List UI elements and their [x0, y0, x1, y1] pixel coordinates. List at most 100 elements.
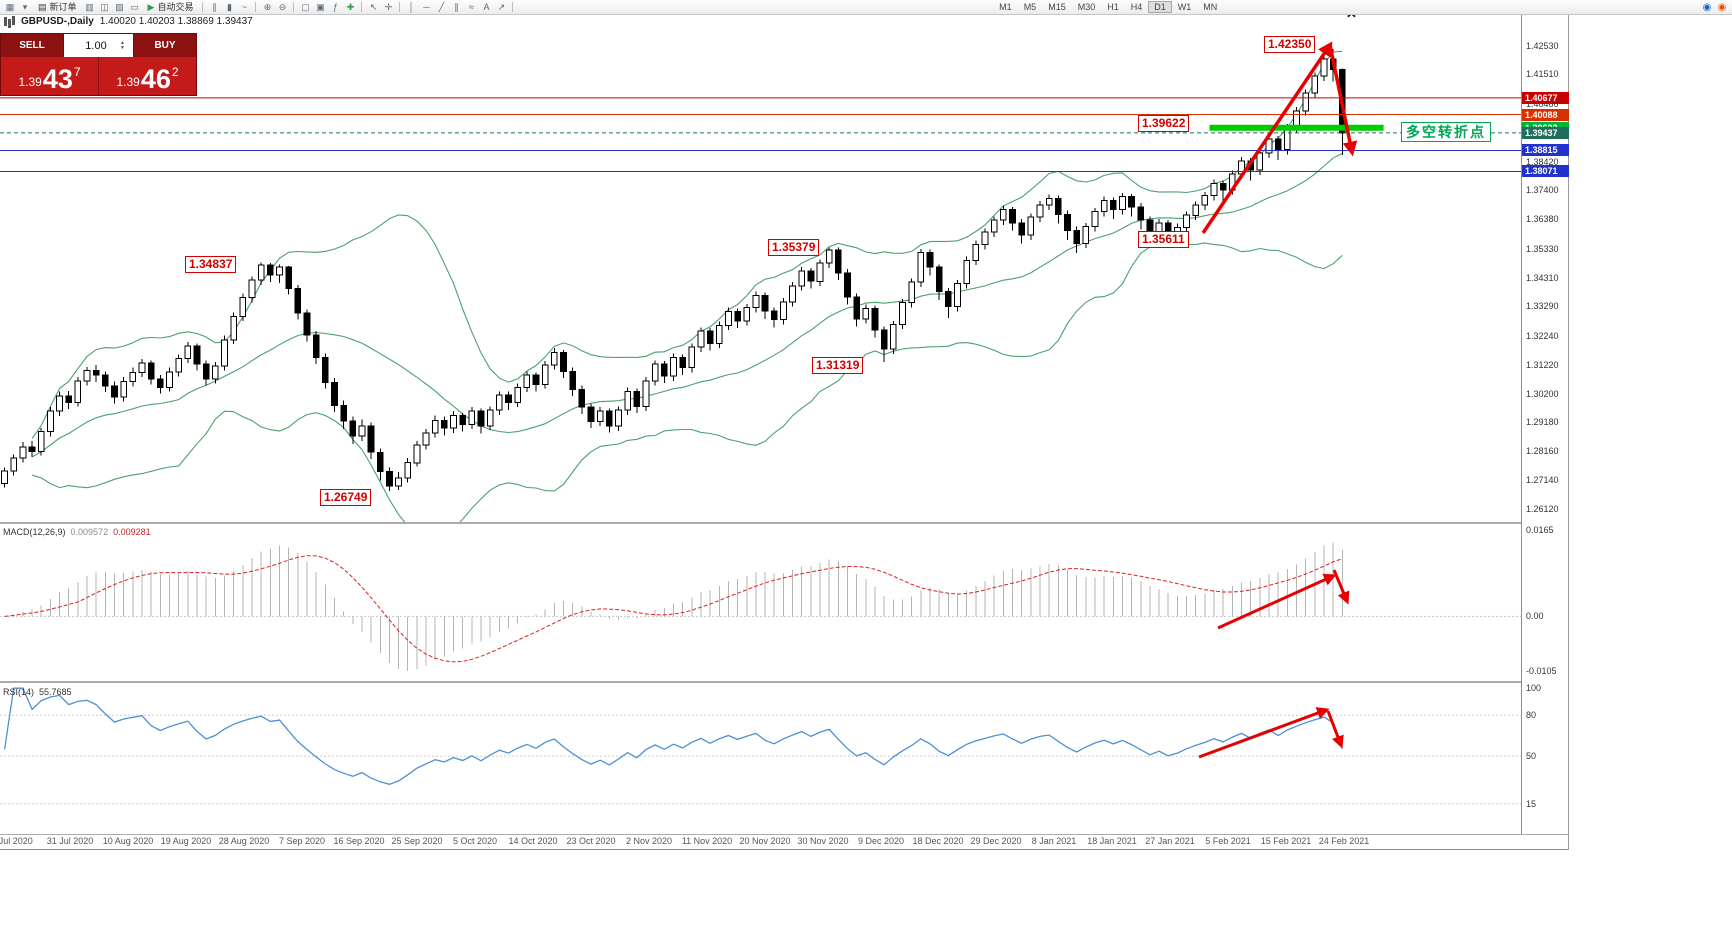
price-axis-label: 1.31220: [1526, 360, 1559, 370]
date-label: 14 Oct 2020: [508, 836, 558, 846]
toolbar-separator: [202, 2, 204, 12]
price-axis-label: 1.26120: [1526, 504, 1559, 514]
price-scale[interactable]: 1.42530 1.41510 1.40460 1.38420 1.37400 1.363…: [1521, 14, 1569, 834]
timeframe-m30[interactable]: M30: [1077, 2, 1096, 12]
date-label: 8 Jan 2021: [1031, 836, 1077, 846]
timeframe-mn[interactable]: MN: [1203, 2, 1218, 12]
date-label: 7 Sep 2020: [278, 836, 326, 846]
price-tag: 1.38815: [1522, 144, 1569, 156]
data-window-icon[interactable]: ◫: [100, 1, 109, 12]
alerts-icon[interactable]: ◉: [1717, 1, 1727, 13]
buy-button[interactable]: BUY: [134, 34, 196, 57]
new-order-button[interactable]: ▤ 新订单: [33, 1, 82, 14]
date-label: 9 Dec 2020: [857, 836, 905, 846]
price-callout[interactable]: 1.42350: [1264, 36, 1316, 53]
sell-price[interactable]: 1.39 43 7: [1, 57, 99, 95]
price-chart[interactable]: [0, 14, 1521, 522]
cursor-icon[interactable]: ↖: [369, 1, 378, 12]
buy-price[interactable]: 1.39 46 2: [99, 57, 196, 95]
zoom-out-icon[interactable]: ⊖: [278, 1, 287, 12]
date-label: 10 Aug 2020: [102, 836, 154, 846]
window-right-border: [1568, 0, 1569, 850]
panel-separator: [0, 834, 1568, 835]
add-indicator-icon[interactable]: ✚: [346, 1, 355, 12]
date-label: 5 Feb 2021: [1205, 836, 1251, 846]
macd-name: MACD(12,26,9): [3, 527, 66, 537]
price-callout[interactable]: 1.26749: [320, 489, 372, 506]
price-axis-label: 1.29180: [1526, 417, 1559, 427]
rsi-name: RSI(14): [3, 687, 35, 697]
bar-chart-icon[interactable]: ∥: [212, 1, 217, 12]
price-callout[interactable]: 1.35611: [1138, 231, 1189, 248]
timeframe-h1[interactable]: H1: [1107, 2, 1119, 12]
crosshair-icon[interactable]: ✛: [384, 1, 393, 12]
navigator-icon[interactable]: ▧: [115, 1, 124, 12]
symbol-timeframe: GBPUSD-,Daily: [21, 16, 94, 27]
price-callout[interactable]: 1.39622: [1138, 115, 1190, 132]
tile-windows-icon[interactable]: ▢: [301, 1, 310, 12]
text-icon[interactable]: A: [483, 1, 490, 12]
auto-trading-button[interactable]: ▶ 自动交易: [143, 1, 199, 14]
window-bottom-border: [0, 849, 1568, 850]
indicators-icon[interactable]: ƒ: [332, 1, 338, 12]
date-label: 18 Dec 2020: [912, 836, 964, 846]
price-axis-label: 1.38420: [1526, 157, 1559, 167]
rsi-value: 55.7685: [39, 687, 72, 697]
buy-price-prefix: 1.39: [116, 75, 140, 89]
candlestick-chart-icon[interactable]: ▮: [226, 1, 232, 12]
timeframe-d1[interactable]: D1: [1148, 1, 1172, 13]
toolbar-separator: [293, 2, 295, 12]
chart-symbol-label: GBPUSD-,Daily 1.40020 1.40203 1.38869 1.…: [4, 16, 253, 27]
new-order-button-label: 新订单: [49, 1, 77, 12]
sell-button[interactable]: SELL: [1, 34, 63, 57]
rsi-axis-label: 100: [1526, 683, 1542, 693]
macd-panel[interactable]: [0, 525, 1521, 678]
line-chart-icon[interactable]: ~: [241, 1, 248, 12]
timeframe-h4[interactable]: H4: [1130, 2, 1143, 12]
toolbar-separator: [399, 2, 401, 12]
vertical-line-icon[interactable]: │: [408, 1, 415, 12]
zoom-in-icon[interactable]: ⊕: [263, 1, 272, 12]
buy-price-pip: 2: [171, 65, 179, 79]
turning-point-label[interactable]: 多空转折点: [1401, 122, 1491, 142]
volume-up-icon[interactable]: ▲: [120, 39, 125, 46]
channel-icon[interactable]: ∥: [454, 1, 459, 12]
timeframe-m5[interactable]: M5: [1023, 2, 1037, 12]
price-tag: 1.38071: [1522, 165, 1569, 177]
volume-stepper[interactable]: ▲ ▼: [120, 39, 125, 51]
price-callout[interactable]: 1.34837: [185, 256, 237, 273]
new-chart-icon[interactable]: ▦: [5, 1, 15, 12]
timeframe-m1[interactable]: M1: [999, 2, 1012, 12]
date-axis[interactable]: 2 Jul 2020 31 Jul 2020 10 Aug 2020 19 Aug 2…: [0, 836, 1568, 849]
ohlc-values: 1.40020 1.40203 1.38869 1.39437: [99, 16, 253, 27]
rsi-axis-label: 80: [1526, 710, 1537, 720]
chart-list-dropdown-icon[interactable]: ▾: [22, 1, 28, 12]
price-axis-label: 1.40460: [1526, 99, 1559, 109]
fibonacci-icon[interactable]: ≈: [468, 1, 474, 12]
trendline-icon[interactable]: ╱: [438, 1, 445, 12]
price-tag: 1.39437: [1522, 127, 1569, 139]
market-watch-icon[interactable]: ▥: [85, 1, 94, 12]
price-callout[interactable]: 1.31319: [812, 357, 864, 374]
date-label: 20 Nov 2020: [739, 836, 791, 846]
toolbar-timeframes: M1 M5 M15 M30 H1 H4 D1 W1 MN: [993, 1, 1223, 13]
price-callout[interactable]: 1.35379: [768, 239, 820, 256]
community-icon[interactable]: ◉: [1702, 1, 1712, 13]
cascade-windows-icon[interactable]: ▣: [316, 1, 325, 12]
date-label: 28 Aug 2020: [218, 836, 270, 846]
date-label: 19 Aug 2020: [160, 836, 212, 846]
volume-down-icon[interactable]: ▼: [120, 44, 125, 51]
arrows-object-icon[interactable]: ↗: [497, 1, 506, 12]
timeframe-m15[interactable]: M15: [1048, 2, 1066, 12]
rsi-panel[interactable]: [0, 684, 1521, 834]
timeframe-w1[interactable]: W1: [1177, 2, 1192, 12]
auto-trading-button-icon: ▶: [147, 1, 155, 12]
macd-axis-label: -0.0105: [1526, 666, 1557, 676]
volume-input[interactable]: [72, 38, 121, 53]
terminal-icon[interactable]: ▭: [130, 1, 139, 12]
rsi-axis-label: 15: [1526, 799, 1537, 809]
panel-separator[interactable]: [0, 522, 1568, 524]
panel-separator[interactable]: [0, 681, 1568, 683]
horizontal-line-icon[interactable]: ─: [423, 1, 430, 12]
